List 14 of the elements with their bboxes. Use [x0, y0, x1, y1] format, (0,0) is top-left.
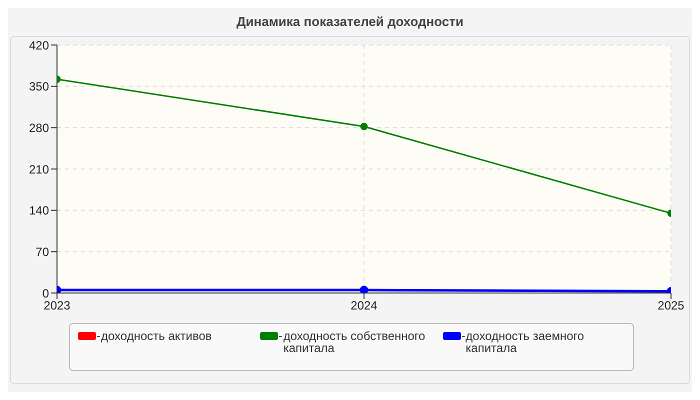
legend-label: доходность собственного капитала [283, 329, 426, 355]
x-tick-label: 2024 [350, 298, 378, 313]
x-tick-label: 2025 [658, 298, 685, 313]
y-tick-label: 0 [42, 286, 50, 300]
legend-label: доходность заемного капитала [466, 329, 586, 355]
chart-title: Динамика показателей доходности [235, 13, 465, 31]
y-tick-label: 280 [28, 120, 50, 135]
y-tick-label: 210 [28, 162, 50, 176]
y-tick-label: 350 [28, 80, 50, 94]
y-tick-label: 420 [28, 38, 50, 52]
y-tick-label: 70 [36, 244, 50, 259]
y-tick-label: 140 [28, 204, 50, 218]
legend-label: доходность активов [101, 329, 212, 343]
x-tick-label: 2023 [44, 298, 71, 313]
